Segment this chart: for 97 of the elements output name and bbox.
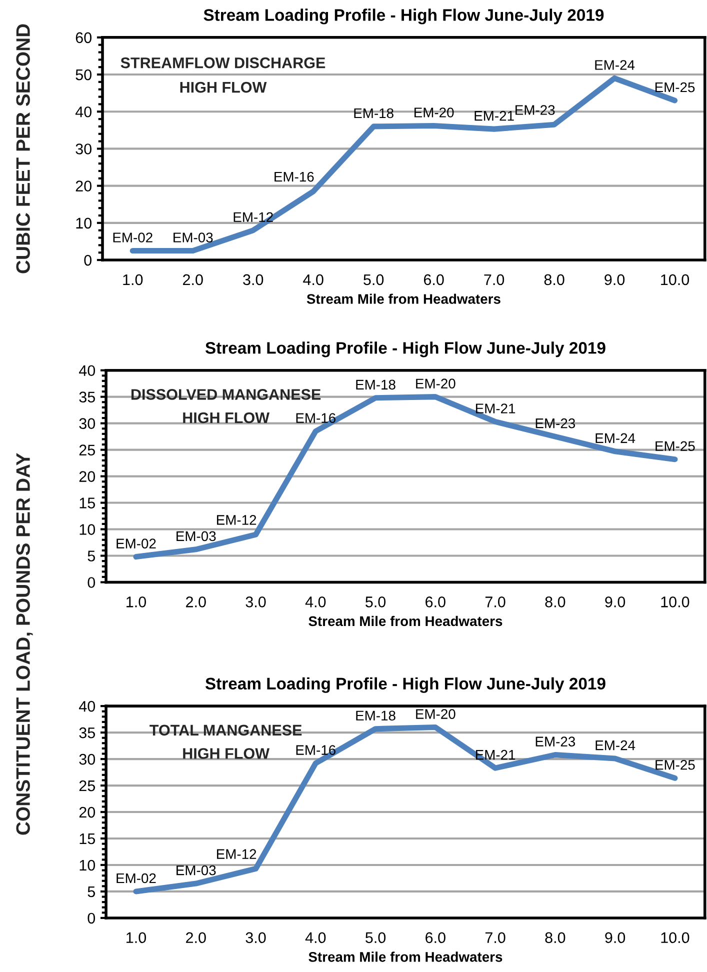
annotation: EM-02 (116, 873, 156, 884)
y-axis-title: CUBIC FEET PER SECOND (16, 24, 30, 274)
x-tick-label: 10.0 (661, 932, 690, 944)
annotation: EM-16 (296, 413, 336, 423)
x-tick-label: 7.0 (485, 932, 506, 944)
annotation: EM-18 (354, 108, 394, 118)
annotation: STREAMFLOW DISCHARGE (120, 57, 326, 68)
y-tick-label: 15 (80, 834, 95, 844)
y-tick-label: 20 (79, 806, 96, 818)
x-axis-title: Stream Mile from Headwaters (308, 952, 502, 962)
chart-title: Stream Loading Profile - High Flow June-July 2019 (205, 677, 606, 693)
x-tick-label: 5.0 (366, 596, 386, 608)
annotation: EM-20 (416, 709, 456, 719)
x-tick-label: 6.0 (426, 596, 446, 608)
annotation: EM-25 (656, 760, 695, 770)
y-tick-label: 50 (76, 69, 92, 80)
annotation: EM-23 (516, 105, 555, 115)
chart-title: Stream Loading Profile - High Flow June-July 2019 (205, 342, 606, 358)
x-tick-label: 7.0 (485, 596, 506, 608)
y-axis-title: CONSTITUENT LOAD, POUNDS PER DAY (16, 453, 33, 835)
x-tick-label: 1.0 (123, 274, 143, 286)
x-tick-label: 9.0 (605, 932, 626, 944)
annotation: EM-18 (356, 710, 396, 721)
x-tick-label: 8.0 (544, 274, 564, 286)
y-tick-label: 20 (79, 471, 96, 482)
annotation: EM-25 (655, 82, 695, 92)
annotation: TOTAL MANGANESE (150, 724, 302, 736)
annotation: EM-16 (296, 745, 336, 755)
y-tick-label: 25 (79, 780, 95, 792)
y-tick-label: 40 (78, 365, 96, 376)
annotation: EM-21 (476, 404, 516, 414)
y-tick-label: 30 (76, 144, 92, 154)
x-tick-label: 8.0 (545, 932, 566, 944)
x-tick-label: 2.0 (186, 932, 206, 944)
annotation: EM-23 (536, 736, 576, 746)
y-tick-label: 25 (79, 444, 95, 456)
x-tick-label: 5.0 (366, 932, 386, 944)
annotation: EM-16 (274, 172, 314, 182)
x-tick-label: 2.0 (183, 274, 203, 286)
y-tick-label: 30 (79, 754, 96, 765)
x-tick-label: 3.0 (243, 274, 264, 286)
y-tick-label: 5 (88, 886, 95, 898)
y-tick-label: 10 (80, 860, 96, 871)
x-tick-label: 3.0 (246, 932, 266, 944)
x-tick-label: 4.0 (305, 932, 326, 944)
y-tick-label: 0 (88, 577, 96, 588)
x-tick-label: 6.0 (424, 274, 444, 286)
annotation: EM-20 (414, 108, 454, 118)
annotation: EM-02 (116, 538, 156, 548)
x-axis-title: Stream Mile from Headwaters (308, 616, 502, 626)
annotation: EM-24 (595, 60, 635, 70)
y-tick-label: 20 (76, 180, 92, 192)
x-tick-label: 1.0 (126, 596, 146, 608)
x-axis-title: Stream Mile from Headwaters (306, 294, 500, 304)
x-tick-label: 4.0 (305, 596, 326, 608)
annotation: EM-21 (474, 110, 514, 121)
y-tick-label: 10 (76, 218, 92, 229)
annotation: EM-03 (174, 232, 213, 242)
annotation: EM-24 (596, 433, 636, 443)
y-tick-label: 5 (88, 550, 95, 562)
annotation: EM-03 (176, 865, 216, 876)
x-tick-label: 10.0 (661, 596, 690, 608)
chart-title: Stream Loading Profile - High Flow June-July 2019 (204, 8, 604, 24)
annotation: EM-23 (536, 418, 576, 428)
y-tick-label: 0 (88, 912, 96, 924)
y-tick-label: 35 (79, 727, 95, 738)
x-tick-label: 3.0 (246, 596, 266, 608)
y-tick-label: 40 (78, 700, 96, 712)
x-tick-label: 9.0 (604, 274, 625, 286)
x-tick-label: 4.0 (303, 274, 324, 286)
x-tick-label: 7.0 (484, 274, 504, 286)
x-tick-label: 6.0 (426, 932, 446, 944)
y-tick-label: 60 (76, 32, 92, 44)
x-tick-label: 10.0 (661, 274, 690, 286)
annotation: EM-18 (356, 380, 396, 390)
annotation: EM-03 (176, 531, 216, 542)
x-tick-label: 8.0 (545, 596, 566, 608)
annotation: HIGH FLOW (183, 748, 270, 759)
y-tick-label: 10 (80, 524, 96, 535)
annotation: HIGH FLOW (183, 412, 270, 424)
x-tick-label: 5.0 (364, 274, 384, 286)
x-tick-label: 2.0 (186, 596, 206, 608)
annotation: EM-12 (217, 849, 256, 859)
annotation: DISSOLVED MANGANESE (131, 389, 321, 400)
annotation: EM-02 (113, 232, 152, 242)
y-tick-label: 40 (75, 106, 92, 118)
y-tick-label: 30 (79, 418, 96, 429)
y-tick-label: 35 (79, 392, 95, 403)
x-tick-label: 9.0 (605, 596, 626, 608)
annotation: HIGH FLOW (180, 82, 267, 93)
annotation: EM-25 (656, 441, 695, 452)
annotation: EM-12 (217, 515, 256, 525)
y-tick-label: 0 (84, 254, 92, 266)
y-tick-label: 15 (80, 498, 95, 508)
annotation: EM-20 (416, 378, 456, 389)
x-tick-label: 1.0 (126, 932, 146, 944)
annotation: EM-24 (596, 740, 636, 750)
